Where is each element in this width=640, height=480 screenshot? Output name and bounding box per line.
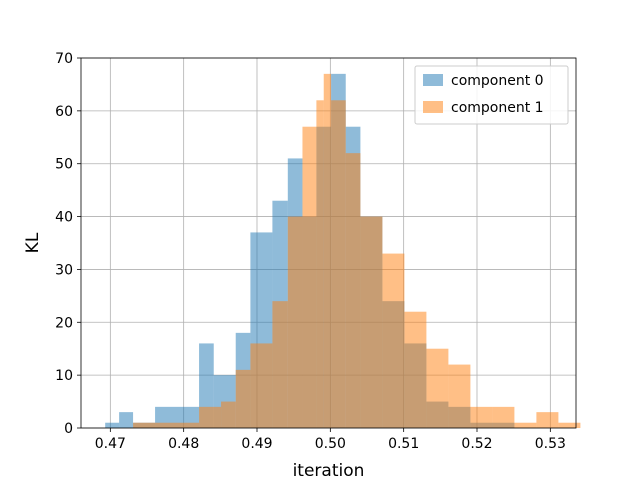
y-tick-label: 40 xyxy=(55,210,73,226)
bar xyxy=(287,216,303,428)
x-tick-label: 0.52 xyxy=(461,436,492,452)
y-axis-label: KL xyxy=(23,232,43,253)
legend-box xyxy=(414,65,569,125)
bar xyxy=(221,401,236,428)
x-tick-label: 0.53 xyxy=(535,436,566,452)
legend-label: component 0 xyxy=(451,73,544,89)
legend-swatch xyxy=(423,74,443,86)
bar xyxy=(235,369,251,428)
bars xyxy=(105,73,581,429)
bar xyxy=(250,343,273,428)
y-tick-label: 10 xyxy=(55,368,73,384)
legend-label: component 1 xyxy=(451,100,544,116)
x-axis-label: iteration xyxy=(293,461,365,480)
bar xyxy=(536,412,559,428)
bar xyxy=(105,422,120,428)
legend: component 0 component 1 xyxy=(414,65,569,125)
bar xyxy=(302,126,317,428)
bar xyxy=(426,348,449,428)
x-tick-label: 0.49 xyxy=(241,436,272,452)
x-tick-label: 0.50 xyxy=(315,436,346,452)
y-tick-label: 0 xyxy=(64,421,73,437)
legend-swatch xyxy=(423,101,443,113)
bar xyxy=(448,364,471,428)
x-tick-label: 0.51 xyxy=(388,436,419,452)
series-1 xyxy=(133,73,581,429)
bar xyxy=(119,412,134,428)
y-tick-label: 70 xyxy=(55,51,73,67)
bar xyxy=(492,406,515,428)
bar xyxy=(470,406,493,428)
ticks: 0.47 0.48 0.49 0.50 0.51 0.52 0.53 0 10 20 30 40 50 6… xyxy=(55,51,566,452)
y-tick-label: 30 xyxy=(55,262,73,278)
bar xyxy=(155,422,200,428)
bar xyxy=(345,153,361,428)
y-tick-label: 60 xyxy=(55,104,73,120)
y-tick-label: 50 xyxy=(55,157,73,173)
x-tick-label: 0.48 xyxy=(168,436,199,452)
bar xyxy=(323,73,332,428)
bar xyxy=(316,100,324,429)
bar xyxy=(514,422,537,428)
plot-frame xyxy=(80,57,577,429)
bar xyxy=(382,253,405,428)
y-tick-label: 20 xyxy=(55,315,73,331)
bar xyxy=(133,422,156,428)
bar xyxy=(404,311,427,428)
bar xyxy=(360,216,383,428)
bar xyxy=(199,406,222,428)
bar xyxy=(272,301,288,428)
bar xyxy=(558,422,581,428)
bar xyxy=(331,100,346,429)
x-tick-label: 0.47 xyxy=(95,436,126,452)
